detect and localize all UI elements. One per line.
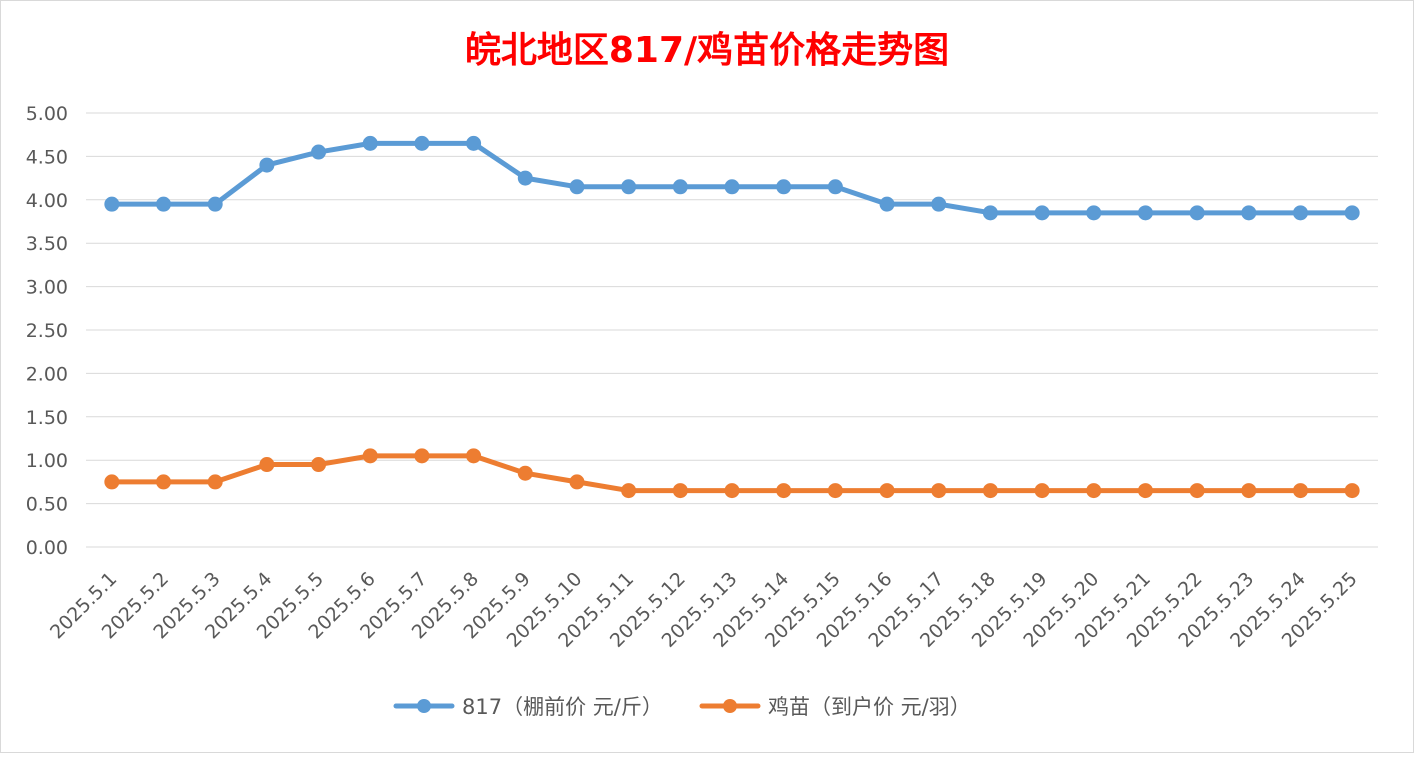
data-point <box>1137 483 1153 499</box>
legend-swatch-marker <box>723 699 737 713</box>
data-point <box>259 157 275 173</box>
y-tick-label: 1.00 <box>26 450 68 472</box>
data-point <box>156 474 172 490</box>
data-point <box>1344 483 1360 499</box>
data-point <box>104 196 120 212</box>
series-group <box>104 135 1360 499</box>
legend-item: 鸡苗（到户价 元/羽） <box>699 695 971 719</box>
data-point <box>621 483 637 499</box>
data-point <box>827 483 843 499</box>
data-point <box>104 474 120 490</box>
data-point <box>724 179 740 195</box>
data-point <box>879 483 895 499</box>
series-1 <box>104 135 1360 221</box>
y-tick-label: 2.50 <box>26 320 68 342</box>
data-point <box>207 474 223 490</box>
y-tick-label: 1.50 <box>26 407 68 429</box>
data-point <box>1292 483 1308 499</box>
legend-label: 鸡苗（到户价 元/羽） <box>768 695 971 719</box>
legend-item: 817（棚前价 元/斤） <box>393 695 663 719</box>
data-point <box>1189 483 1205 499</box>
data-point <box>517 170 533 186</box>
data-point <box>724 483 740 499</box>
data-point <box>1086 205 1102 221</box>
data-point <box>1034 205 1050 221</box>
data-point <box>1344 205 1360 221</box>
y-tick-label: 5.00 <box>26 103 68 125</box>
data-point <box>621 179 637 195</box>
data-point <box>311 144 327 160</box>
y-tick-label: 4.00 <box>26 190 68 212</box>
chart-title: 皖北地区817/鸡苗价格走势图 <box>465 30 949 71</box>
data-point <box>517 465 533 481</box>
data-point <box>776 483 792 499</box>
data-point <box>569 474 585 490</box>
y-tick-label: 4.50 <box>26 146 68 168</box>
data-point <box>569 179 585 195</box>
legend: 817（棚前价 元/斤） 鸡苗（到户价 元/羽） <box>393 695 971 719</box>
data-point <box>414 135 430 151</box>
data-point <box>1137 205 1153 221</box>
data-point <box>1189 205 1205 221</box>
y-tick-label: 2.00 <box>26 363 68 385</box>
series-2 <box>104 448 1360 499</box>
data-point <box>466 448 482 464</box>
data-point <box>931 483 947 499</box>
data-point <box>1292 205 1308 221</box>
data-point <box>207 196 223 212</box>
y-tick-label: 0.50 <box>26 494 68 516</box>
data-point <box>672 483 688 499</box>
data-point <box>1241 483 1257 499</box>
data-point <box>879 196 895 212</box>
data-point <box>1241 205 1257 221</box>
y-tick-label: 3.00 <box>26 277 68 299</box>
data-point <box>362 135 378 151</box>
data-point <box>311 457 327 473</box>
data-point <box>156 196 172 212</box>
data-point <box>414 448 430 464</box>
data-point <box>672 179 688 195</box>
data-point <box>1086 483 1102 499</box>
y-tick-label: 0.00 <box>26 537 68 559</box>
data-point <box>931 196 947 212</box>
legend-label: 817（棚前价 元/斤） <box>462 695 663 719</box>
data-point <box>827 179 843 195</box>
data-point <box>1034 483 1050 499</box>
data-point <box>982 205 998 221</box>
y-tick-label: 3.50 <box>26 233 68 255</box>
data-point <box>776 179 792 195</box>
data-point <box>362 448 378 464</box>
legend-swatch-marker <box>417 699 431 713</box>
data-point <box>466 135 482 151</box>
data-point <box>982 483 998 499</box>
data-point <box>259 457 275 473</box>
